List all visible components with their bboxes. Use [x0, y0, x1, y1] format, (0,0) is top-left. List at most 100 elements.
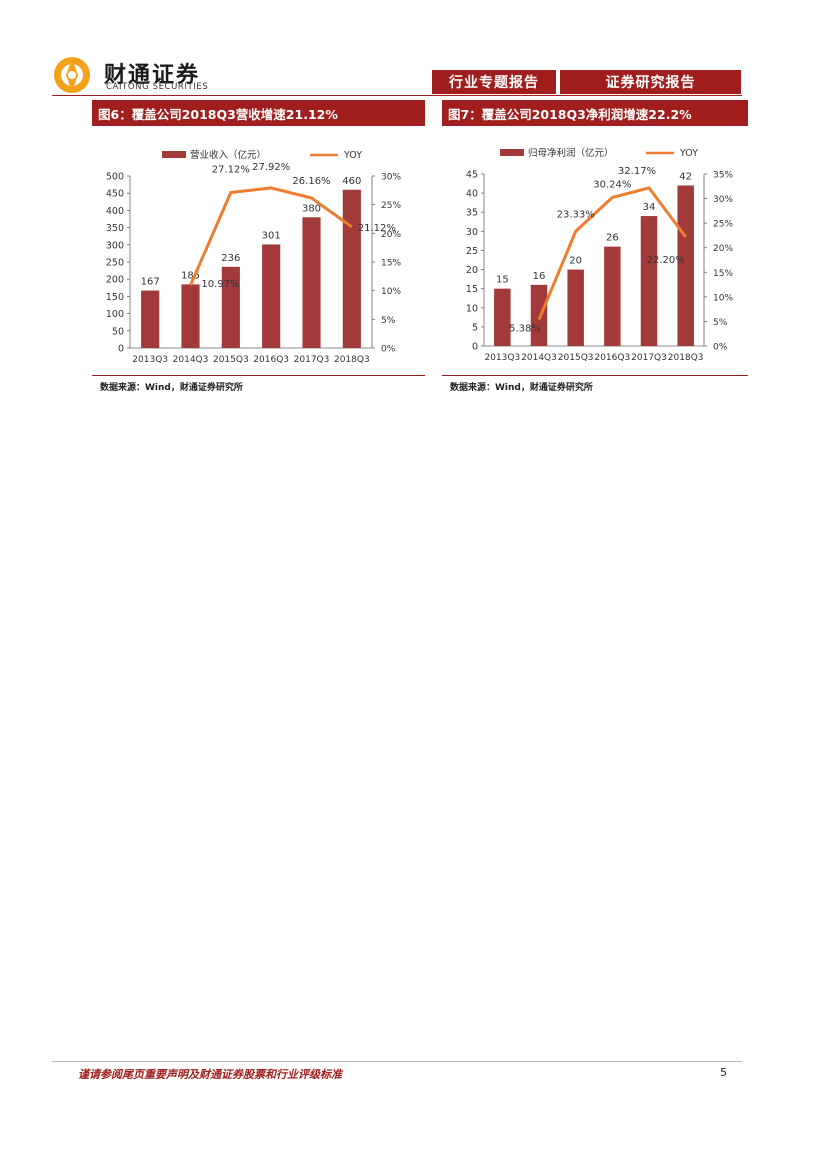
report-type-tag: 行业专题报告	[432, 70, 556, 94]
logo-mark-icon	[54, 57, 90, 93]
left-tick-label: 15	[466, 284, 478, 295]
left-tick-label: 35	[466, 208, 478, 219]
yoy-value-label: 27.12%	[212, 165, 250, 176]
left-tick-label: 300	[106, 240, 124, 251]
bar-value-label: 20	[569, 256, 582, 267]
category-label: 2016Q3	[253, 355, 289, 365]
left-tick-label: 0	[472, 342, 478, 353]
left-tick-label: 5	[472, 322, 478, 333]
yoy-value-label: 23.33%	[557, 209, 595, 220]
legend-bar-label: 归母净利润（亿元）	[528, 147, 614, 159]
left-tick-label: 200	[106, 275, 124, 286]
yoy-value-label: 30.24%	[593, 179, 631, 190]
bar-value-label: 42	[679, 171, 692, 182]
right-tick-label: 15%	[713, 269, 733, 279]
right-tick-label: 25%	[713, 220, 733, 230]
legend-bar-label: 营业收入（亿元）	[190, 149, 266, 161]
page-number: 5	[720, 1066, 727, 1079]
yoy-value-label: 27.92%	[252, 162, 290, 173]
bar	[604, 246, 621, 346]
category-label: 2017Q3	[631, 353, 667, 363]
category-label: 2014Q3	[173, 355, 209, 365]
right-tick-label: 20%	[381, 230, 401, 240]
right-tick-label: 30%	[381, 173, 401, 183]
left-tick-label: 45	[466, 170, 478, 181]
bar	[221, 266, 240, 348]
bar	[141, 290, 160, 348]
logo-english-name: CAITONG SECURITIES	[106, 82, 209, 92]
footer-divider	[52, 1061, 742, 1062]
bar-value-label: 34	[643, 202, 656, 213]
legend-line-label: YOY	[679, 148, 698, 159]
bar-value-label: 15	[496, 275, 509, 286]
right-tick-label: 0%	[713, 343, 728, 353]
right-tick-label: 10%	[381, 287, 401, 297]
category-label: 2014Q3	[521, 353, 557, 363]
yoy-value-label: 32.17%	[618, 166, 656, 177]
right-tick-label: 35%	[713, 171, 733, 181]
bar	[494, 288, 511, 346]
bar	[302, 217, 321, 348]
category-label: 2013Q3	[484, 353, 520, 363]
yoy-value-label: 22.20%	[647, 255, 685, 266]
category-label: 2013Q3	[132, 355, 168, 365]
bar	[342, 189, 361, 348]
bar-value-label: 185	[181, 270, 200, 281]
left-tick-label: 400	[106, 206, 124, 217]
yoy-value-label: 5.38%	[509, 324, 541, 335]
left-tick-label: 40	[466, 189, 478, 200]
figure7-title: 图7：覆盖公司2018Q3净利润增速22.2%	[442, 100, 748, 126]
yoy-value-label: 10.97%	[201, 279, 239, 290]
legend-line-label: YOY	[343, 150, 362, 161]
bar	[567, 269, 584, 346]
category-label: 2016Q3	[594, 353, 630, 363]
yoy-line	[189, 186, 353, 286]
figure6-source: 数据来源：Wind，财通证券研究所	[100, 383, 243, 393]
bar-value-label: 26	[606, 233, 619, 244]
footer-disclaimer: 谨请参阅尾页重要声明及财通证券股票和行业评级标准	[78, 1068, 342, 1081]
category-label: 2018Q3	[668, 353, 704, 363]
right-tick-label: 5%	[381, 316, 396, 326]
bar	[262, 244, 281, 348]
left-tick-label: 450	[106, 189, 124, 200]
bar-value-label: 380	[302, 203, 321, 214]
left-tick-label: 100	[106, 309, 124, 320]
left-tick-label: 20	[466, 265, 478, 276]
logo-chinese-name: 财通证券	[104, 63, 201, 88]
left-tick-label: 10	[466, 303, 478, 314]
legend-bar-swatch	[162, 151, 186, 158]
header-divider	[52, 95, 742, 96]
revenue-growth-chart: 营业收入（亿元） YOY 0 50 100 150 200 250 300 350 400 450 50…	[106, 149, 402, 365]
left-tick-label: 150	[106, 292, 124, 303]
left-tick-label: 250	[106, 258, 124, 269]
right-tick-label: 0%	[381, 345, 396, 355]
legend-bar-swatch	[500, 149, 524, 156]
bar	[640, 216, 658, 346]
bar-value-label: 167	[141, 277, 160, 288]
left-tick-label: 25	[466, 246, 478, 257]
category-label: 2015Q3	[213, 355, 249, 365]
bar	[530, 284, 548, 346]
figure6-title: 图6：覆盖公司2018Q3营收增速21.12%	[92, 100, 425, 126]
report-category-tag: 证券研究报告	[560, 70, 741, 94]
category-label: 2018Q3	[334, 355, 370, 365]
figure6-source-divider	[92, 375, 425, 376]
yoy-line	[537, 186, 687, 321]
bar-value-label: 301	[262, 230, 281, 241]
category-label: 2015Q3	[558, 353, 594, 363]
left-tick-label: 500	[106, 172, 124, 183]
bar-value-label: 16	[533, 271, 546, 282]
figure7-source: 数据来源：Wind，财通证券研究所	[450, 383, 593, 393]
yoy-value-label: 21.12%	[358, 223, 396, 234]
category-label: 2017Q3	[294, 355, 330, 365]
bar	[677, 185, 694, 346]
right-tick-label: 10%	[713, 293, 733, 303]
left-tick-label: 30	[466, 227, 478, 238]
company-logo: 财通证券 CAITONG SECURITIES	[52, 55, 222, 95]
bar-value-label: 236	[221, 253, 240, 264]
left-tick-label: 50	[112, 326, 124, 337]
bar-value-label: 460	[342, 176, 361, 187]
net-profit-growth-chart: 归母净利润（亿元） YOY 0 5 10 15 20 25 30 35 40 45 0% 5% 10% 15%…	[466, 147, 734, 363]
figure7-source-divider	[442, 375, 748, 376]
right-tick-label: 20%	[713, 244, 733, 254]
